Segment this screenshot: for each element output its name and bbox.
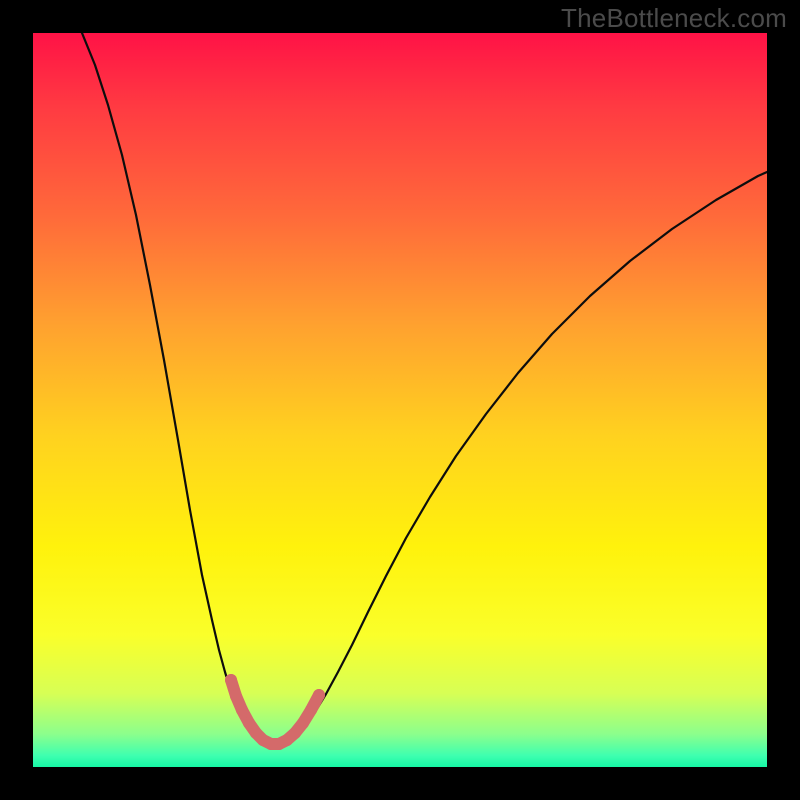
watermark-text: TheBottleneck.com [561, 3, 787, 34]
optimal-range-bead [313, 689, 325, 701]
optimal-range-bead [236, 704, 248, 716]
bottleneck-chart [0, 0, 800, 800]
optimal-range-bead [305, 704, 317, 716]
optimal-range-bead [289, 727, 301, 739]
optimal-range-bead [243, 717, 255, 729]
plot-area [33, 33, 767, 767]
optimal-range-bead [297, 717, 309, 729]
optimal-range-bead [225, 674, 237, 686]
optimal-range-bead [230, 690, 242, 702]
